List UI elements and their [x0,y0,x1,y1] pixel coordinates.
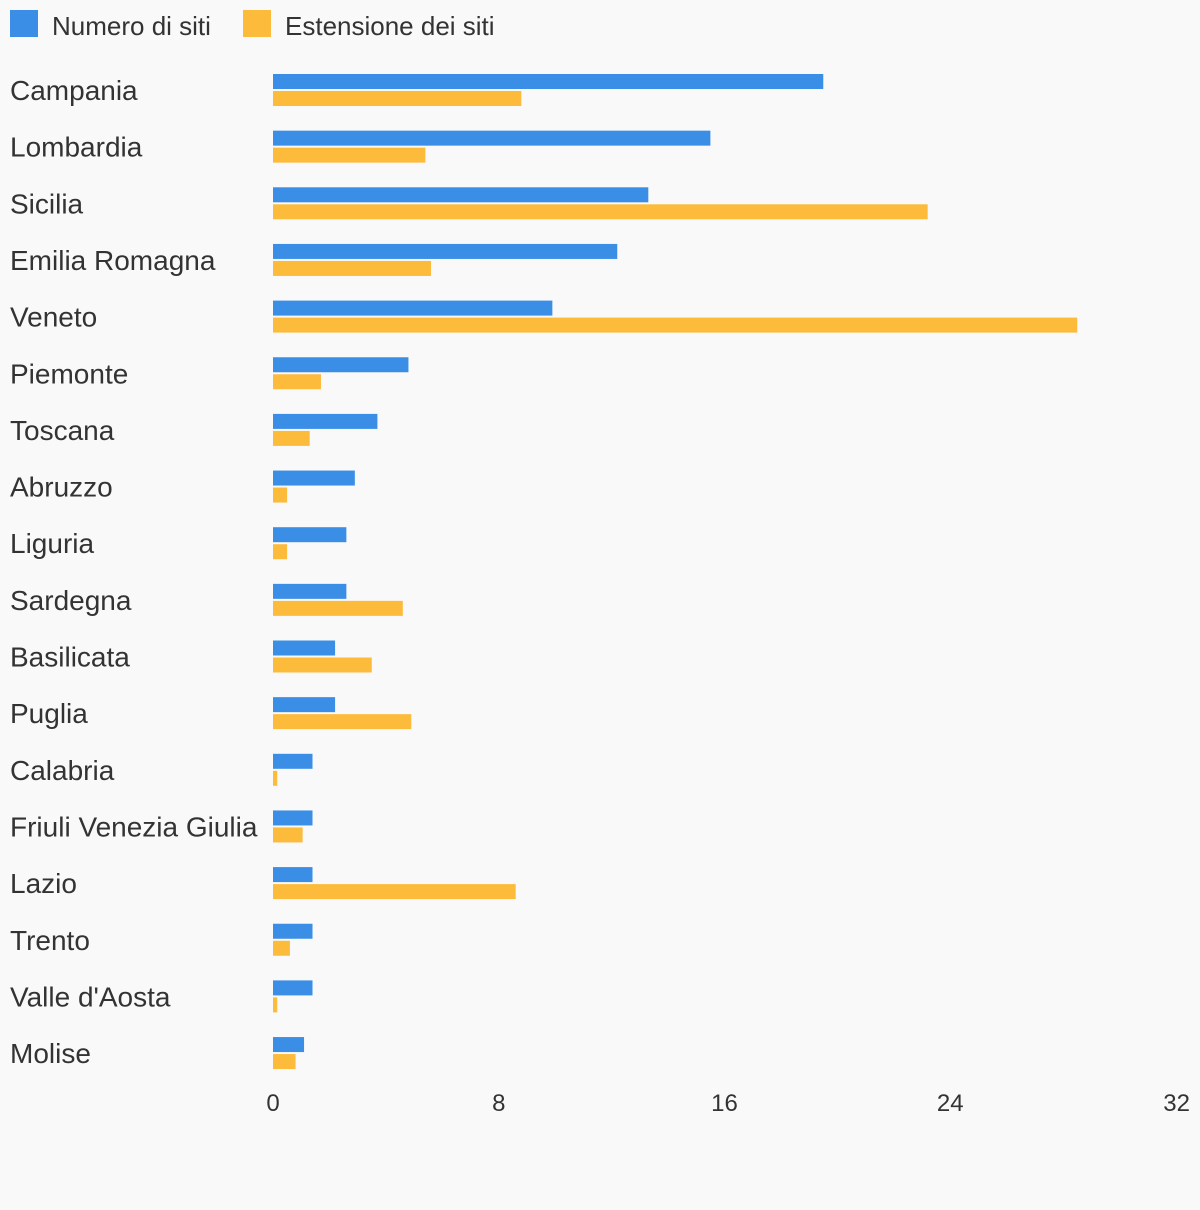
bar-lombardia-numero-di-siti [273,130,711,146]
bar-abruzzo-numero-di-siti [273,470,355,486]
category-label-toscana: Toscana [10,415,115,446]
category-label-valle-d-aosta: Valle d'Aosta [10,981,171,1012]
category-label-abruzzo: Abruzzo [10,472,113,503]
x-tick-label-24: 24 [937,1090,964,1117]
bar-basilicata-numero-di-siti [273,640,336,656]
bar-campania-estensione-dei-siti [273,91,522,106]
bar-molise-estensione-dei-siti [273,1054,296,1070]
bar-trento-estensione-dei-siti [273,940,290,956]
bar-veneto-estensione-dei-siti [273,317,1078,333]
bar-basilicata-estensione-dei-siti [273,657,372,673]
bar-sicilia-numero-di-siti [273,187,649,203]
x-tick-label-8: 8 [492,1090,505,1117]
x-tick-label-32: 32 [1163,1090,1190,1117]
bar-piemonte-estensione-dei-siti [273,374,321,390]
category-label-lombardia: Lombardia [10,132,143,163]
bar-emilia-romagna-estensione-dei-siti [273,260,432,276]
bar-puglia-numero-di-siti [273,697,336,713]
bar-molise-numero-di-siti [273,1037,305,1053]
bar-friuli-venezia-giulia-estensione-dei-siti [273,827,303,843]
category-label-piemonte: Piemonte [10,358,128,389]
legend: Numero di siti Estensione dei siti [10,10,495,41]
category-label-friuli-venezia-giulia: Friuli Venezia Giulia [10,811,258,842]
category-label-molise: Molise [10,1038,91,1069]
bar-campania-numero-di-siti [273,74,824,89]
bar-lombardia-estensione-dei-siti [273,147,426,163]
bar-emilia-romagna-numero-di-siti [273,243,618,259]
category-label-trento: Trento [10,925,90,956]
bar-sardegna-estensione-dei-siti [273,600,403,616]
legend-swatch-estensione-dei-siti [243,10,271,37]
legend-label-numero-di-siti: Numero di siti [52,11,211,41]
category-label-campania: Campania [10,75,138,106]
category-label-basilicata: Basilicata [10,642,130,673]
legend-swatch-numero-di-siti [10,10,38,37]
bar-lazio-numero-di-siti [273,867,313,883]
bar-trento-numero-di-siti [273,923,313,939]
category-label-sicilia: Sicilia [10,188,84,219]
x-tick-label-16: 16 [711,1090,738,1117]
bar-valle-d-aosta-estensione-dei-siti [273,997,278,1013]
bar-calabria-estensione-dei-siti [273,770,278,786]
category-label-emilia-romagna: Emilia Romagna [10,245,216,276]
bar-toscana-numero-di-siti [273,413,378,429]
bar-sardegna-numero-di-siti [273,583,347,599]
x-axis: 0 8 16 24 32 [266,1090,1190,1117]
bar-toscana-estensione-dei-siti [273,430,310,446]
legend-label-estensione-dei-siti: Estensione dei siti [285,11,495,41]
category-label-calabria: Calabria [10,755,115,786]
bar-friuli-venezia-giulia-numero-di-siti [273,810,313,826]
bar-liguria-estensione-dei-siti [273,544,288,560]
bar-liguria-numero-di-siti [273,527,347,543]
category-label-veneto: Veneto [10,302,97,333]
bar-piemonte-numero-di-siti [273,357,409,373]
bars [273,74,1078,1070]
category-label-puglia: Puglia [10,698,88,729]
bar-valle-d-aosta-numero-di-siti [273,980,313,996]
bar-lazio-estensione-dei-siti [273,884,516,900]
category-labels: Campania Lombardia Sicilia Emilia Romagna Ve… [10,75,258,1069]
bar-abruzzo-estensione-dei-siti [273,487,288,503]
bar-puglia-estensione-dei-siti [273,714,412,730]
bar-calabria-numero-di-siti [273,753,313,769]
category-label-sardegna: Sardegna [10,585,132,616]
bar-veneto-numero-di-siti [273,300,553,316]
category-label-liguria: Liguria [10,528,94,559]
x-tick-label-0: 0 [266,1090,279,1117]
bar-sicilia-estensione-dei-siti [273,204,928,220]
category-label-lazio: Lazio [10,868,77,899]
